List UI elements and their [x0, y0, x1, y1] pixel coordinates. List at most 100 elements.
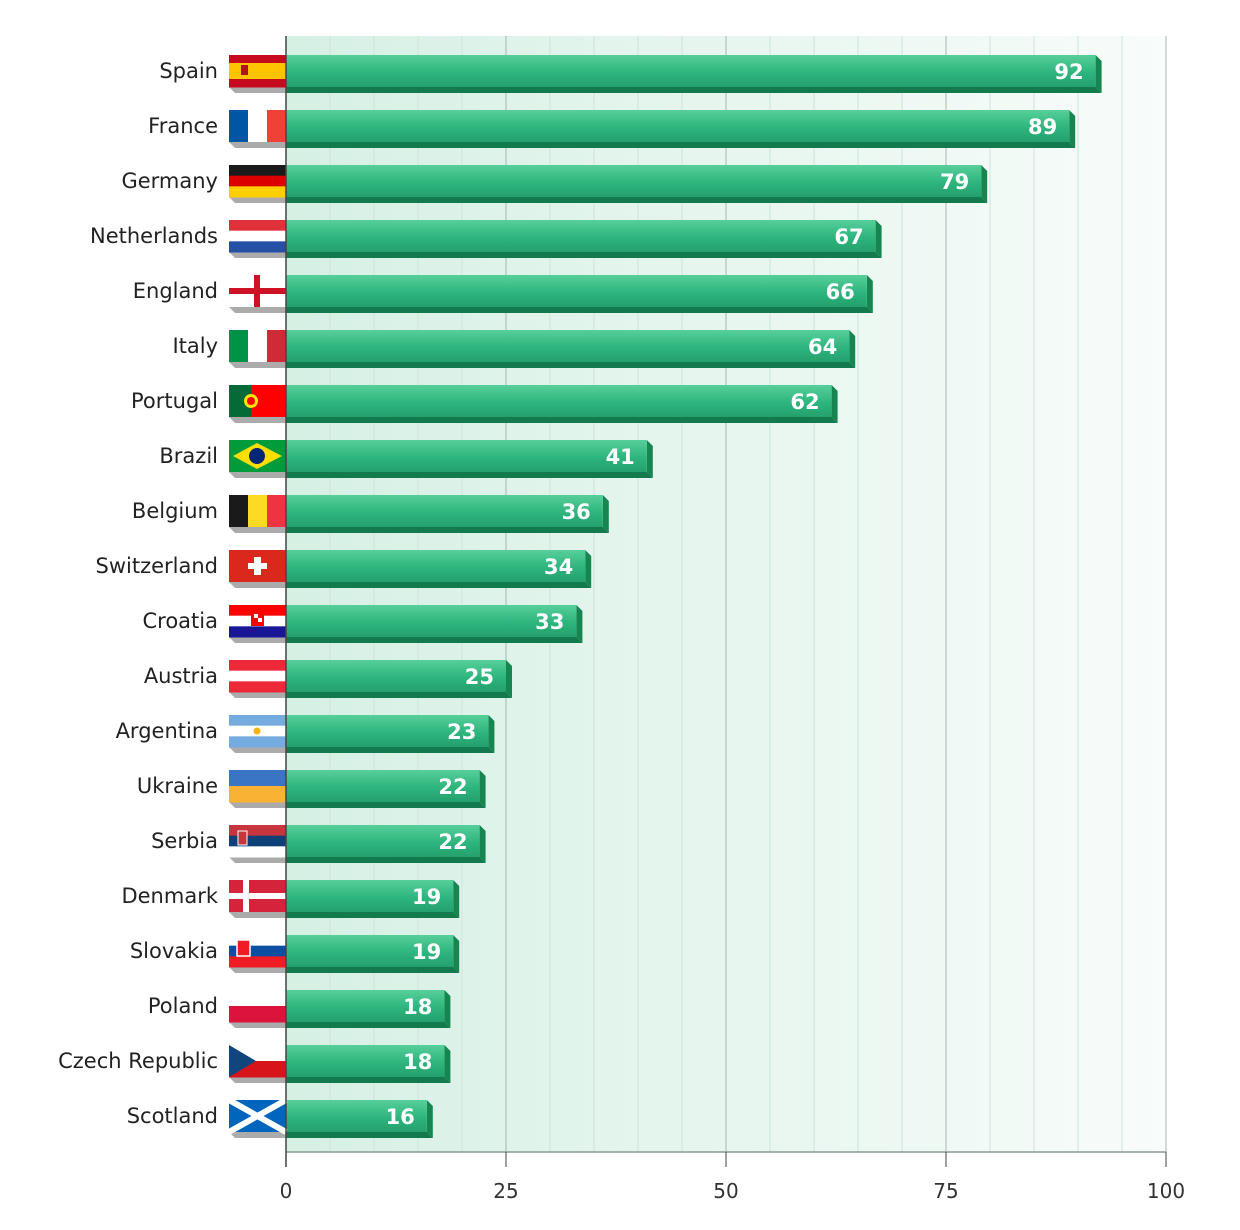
bar: 92 [286, 55, 1102, 93]
bar-side-face [646, 440, 653, 478]
bar-bottom-face [286, 252, 882, 258]
bar-side-face [981, 165, 988, 203]
bar: 22 [286, 770, 486, 808]
bar-side-face [1069, 110, 1076, 148]
bar-bottom-face [286, 527, 609, 533]
bar-side-face [875, 220, 882, 258]
bar-front-face [286, 165, 982, 197]
brazil-flag-icon [229, 440, 286, 478]
bar-front-face [286, 275, 867, 307]
category-label: France [148, 114, 218, 138]
bar-front-face [286, 660, 506, 692]
x-axis: 0 25 50 75 100 [280, 36, 1185, 1203]
bar: 67 [286, 220, 882, 258]
bar-front-face [286, 825, 480, 857]
bar-value-label: 18 [403, 1050, 432, 1074]
category-label: Denmark [121, 884, 218, 908]
bar-front-face [286, 550, 586, 582]
category-label: Argentina [116, 719, 218, 743]
category-label: England [133, 279, 218, 303]
netherlands-flag-icon [229, 220, 286, 258]
bar-front-face [286, 55, 1096, 87]
bar-front-face [286, 880, 454, 912]
category-label: Serbia [151, 829, 218, 853]
bar-value-label: 79 [940, 170, 969, 194]
bar-front-face [286, 605, 577, 637]
category-label: Czech Republic [58, 1049, 218, 1073]
bar-bottom-face [286, 967, 460, 973]
category-label: Poland [148, 994, 218, 1018]
france-flag-icon [229, 110, 287, 148]
bar: 19 [286, 935, 460, 973]
bar: 89 [286, 110, 1076, 148]
bar-bottom-face [286, 802, 486, 808]
bar-front-face [286, 220, 876, 252]
poland-flag-icon [229, 990, 286, 1028]
bar: 36 [286, 495, 609, 533]
bar-bottom-face [286, 197, 988, 203]
x-tick-label: 50 [713, 1179, 738, 1203]
bar-side-face [506, 660, 512, 698]
bar: 19 [286, 880, 460, 918]
bar-side-face [479, 770, 486, 808]
category-label: Scotland [127, 1104, 218, 1128]
bar: 18 [286, 990, 451, 1028]
bar-bottom-face [286, 747, 495, 753]
x-tick-label: 100 [1147, 1179, 1185, 1203]
bar-value-label: 25 [465, 665, 494, 689]
bar-bottom-face [286, 1132, 433, 1138]
bar: 25 [286, 660, 512, 698]
category-label: Slovakia [130, 939, 218, 963]
bar-bottom-face [286, 692, 512, 698]
x-tick-label: 0 [280, 1179, 293, 1203]
portugal-flag-icon [229, 385, 286, 423]
bar-bottom-face [286, 1022, 451, 1028]
bar-value-label: 34 [544, 555, 573, 579]
ukraine-flag-icon [229, 770, 286, 808]
category-label: Italy [172, 334, 218, 358]
bar-side-face [866, 275, 873, 313]
bar-side-face [479, 825, 486, 863]
bar-bottom-face [286, 142, 1076, 148]
category-label: Belgium [132, 499, 218, 523]
category-label: Ukraine [137, 774, 218, 798]
bar-bottom-face [286, 857, 486, 863]
bar-value-label: 36 [562, 500, 591, 524]
belgium-flag-icon [229, 495, 287, 533]
bar-front-face [286, 440, 647, 472]
croatia-flag-icon [229, 605, 286, 643]
bar: 22 [286, 825, 486, 863]
bar: 62 [286, 385, 838, 423]
bar-bottom-face [286, 307, 873, 313]
bar-front-face [286, 935, 454, 967]
bar-value-label: 67 [834, 225, 863, 249]
bar-side-face [444, 1045, 451, 1083]
bar-side-face [444, 990, 451, 1028]
bar: 33 [286, 605, 583, 643]
bar-value-label: 89 [1028, 115, 1057, 139]
category-label: Croatia [143, 609, 219, 633]
x-tick-label: 75 [933, 1179, 958, 1203]
bar-front-face [286, 385, 832, 417]
bar-side-face [453, 935, 460, 973]
bars-group: 92 89 79 67 66 64 62 41 36 34 33 25 23 22 22 19 19 18 18 16 [286, 55, 1102, 1138]
bar: 79 [286, 165, 988, 203]
bar-value-label: 33 [535, 610, 564, 634]
bar-side-face [453, 880, 460, 918]
bar-value-label: 23 [447, 720, 476, 744]
bar-value-label: 16 [386, 1105, 415, 1129]
england-flag-icon [229, 275, 286, 313]
bar-bottom-face [286, 582, 592, 588]
bar-side-face [831, 385, 838, 423]
bar-front-face [286, 1100, 427, 1132]
serbia-flag-icon [229, 825, 286, 863]
bar: 34 [286, 550, 592, 588]
germany-flag-icon [229, 165, 286, 203]
denmark-flag-icon [229, 880, 286, 918]
x-tick-label: 25 [493, 1179, 518, 1203]
bar-value-label: 22 [438, 775, 467, 799]
bar-front-face [286, 1045, 445, 1077]
austria-flag-icon [229, 660, 286, 698]
bar-bottom-face [286, 362, 856, 368]
